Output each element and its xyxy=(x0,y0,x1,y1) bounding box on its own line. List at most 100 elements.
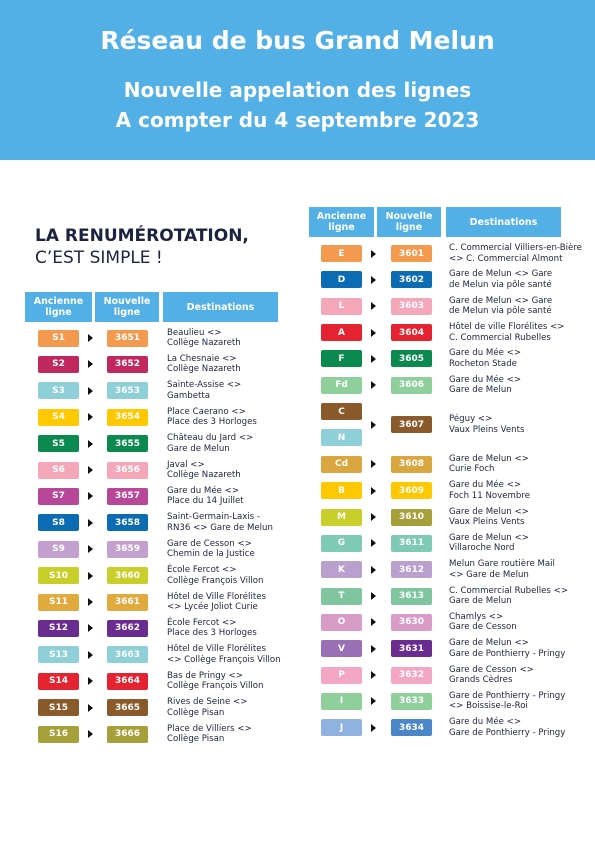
subtitle: Nouvelle appelation des lignes xyxy=(123,78,472,102)
destination: Curie Foch xyxy=(449,464,495,475)
destination: Foch 11 Novembre xyxy=(449,490,530,501)
destination: Collège François Villon xyxy=(167,681,264,692)
arrow xyxy=(88,386,93,395)
destination: C. Commercial Villiers-en-Bière xyxy=(449,243,582,253)
new-line-badge: 3602 xyxy=(391,271,432,289)
new-line-badge: 3632 xyxy=(391,666,432,684)
new-line-badge: 3661 xyxy=(107,593,148,611)
destination: Place Caerano <> xyxy=(167,406,246,417)
new-line-badge: 3613 xyxy=(391,587,432,605)
arrow xyxy=(371,249,376,258)
old-line-badge: D xyxy=(321,271,362,289)
destination: C. Commercial Rubelles xyxy=(449,332,551,343)
arrow xyxy=(88,545,93,554)
destination: Gambetta xyxy=(167,390,211,401)
old-line-badge: F xyxy=(321,350,362,368)
old-line-badge: G xyxy=(321,534,362,552)
destination: Gare de Ponthierry - Pringy xyxy=(449,727,566,738)
arrow xyxy=(88,677,93,686)
arrow xyxy=(371,381,376,390)
destination: RN36 <> Gare de Melun xyxy=(167,522,273,533)
destination: Gare de Melun <> Gare xyxy=(449,295,553,306)
arrow xyxy=(88,518,93,527)
new-line-badge: 3610 xyxy=(391,508,432,526)
arrow xyxy=(371,328,376,337)
new-line-badge: 3611 xyxy=(391,534,432,552)
destination: Gare de Cesson <> xyxy=(449,664,534,675)
arrow xyxy=(371,539,376,548)
destination: Gare du Mée <> xyxy=(449,480,522,491)
new-line-badge: 3662 xyxy=(107,619,148,637)
column-header: Ancienne ligne xyxy=(309,207,374,237)
new-line-badge: 3631 xyxy=(391,640,432,658)
destination: Vaux Pleins Vents xyxy=(449,517,525,527)
old-line-badge: S13 xyxy=(38,646,79,664)
old-line-badge: M xyxy=(321,508,362,526)
new-line-badge: 3665 xyxy=(107,699,148,717)
arrow xyxy=(371,275,376,284)
arrow xyxy=(371,513,376,521)
old-line-badge: S5 xyxy=(38,435,79,453)
arrow xyxy=(371,644,376,653)
destination: de Melun via pôle santé xyxy=(449,279,552,290)
new-line-badge: 3605 xyxy=(391,350,432,368)
new-line-badge: 3653 xyxy=(107,382,148,400)
new-line-badge: 3603 xyxy=(391,297,432,315)
destination: Gare de Ponthierry - Pringy xyxy=(449,690,566,701)
old-line-badge: V xyxy=(321,640,362,658)
column-header: Destinations xyxy=(163,292,278,322)
arrow xyxy=(88,730,93,738)
arrow xyxy=(88,624,93,633)
new-line-badge: 3658 xyxy=(107,514,148,532)
destination: Gare de Melun <> xyxy=(449,638,529,649)
title: Réseau de bus Grand Melun xyxy=(100,26,495,55)
destination: Beaulieu <> xyxy=(167,327,222,338)
column-header: Nouvelle ligne xyxy=(95,292,159,322)
intro-subheading: C’EST SIMPLE ! xyxy=(35,248,163,268)
new-line-badge: 3601 xyxy=(391,245,432,262)
destination: Collège Nazareth xyxy=(167,364,241,375)
arrow xyxy=(371,354,376,363)
destination: Hôtel de ville Florélites <> xyxy=(449,322,565,333)
destination: Collège François Villon xyxy=(167,575,264,586)
new-line-badge: 3633 xyxy=(391,692,432,710)
new-line-badge: 3606 xyxy=(391,376,432,394)
old-line-badge: S16 xyxy=(38,725,79,743)
destination: Collège Pisan xyxy=(167,707,225,718)
new-line-badge: 3655 xyxy=(107,435,148,453)
destination: C. Commercial Rubelles <> xyxy=(449,585,569,596)
destination: Gare du Mée <> xyxy=(449,717,522,728)
arrow xyxy=(371,302,376,311)
destination: Place de Villiers <> xyxy=(167,723,252,734)
destination: Gare de Melun xyxy=(449,385,512,396)
old-line-badge: L xyxy=(321,297,362,315)
new-line-badge: 3652 xyxy=(107,355,148,373)
destination: de Melun via pôle santé xyxy=(449,306,552,317)
destination: Collège Pisan xyxy=(167,734,225,744)
old-line-badge: S9 xyxy=(38,540,79,558)
old-line-badge: E xyxy=(321,245,362,262)
new-line-badge: 3659 xyxy=(107,540,148,558)
destination: Château du Jard <> xyxy=(167,433,254,444)
arrow xyxy=(371,723,376,732)
destination: École Fercot <> xyxy=(167,565,237,576)
destination: Saint-Germain-Laxis - xyxy=(167,512,261,523)
destination: <> C. Commercial Almont xyxy=(449,253,563,264)
old-line-badge: S6 xyxy=(38,461,79,479)
intro-heading: LA RENUMÉROTATION, xyxy=(35,226,249,246)
old-line-badge: S7 xyxy=(38,487,79,505)
old-line-badge: J xyxy=(321,719,362,737)
new-line-badge: 3651 xyxy=(107,329,148,347)
destination: Rives de Seine <> xyxy=(167,697,248,708)
arrow xyxy=(88,439,93,448)
arrow xyxy=(371,486,376,495)
old-line-badge: S12 xyxy=(38,619,79,637)
old-line-badge: S11 xyxy=(38,593,79,611)
destination: Rocheton Stade xyxy=(449,358,517,369)
old-line-badge: S3 xyxy=(38,382,79,400)
subtitle: A compter du 4 septembre 2023 xyxy=(115,108,480,132)
destination: Gare de Ponthierry - Pringy xyxy=(449,648,566,659)
new-line-badge: 3664 xyxy=(107,672,148,690)
destination: Gare de Melun <> xyxy=(449,453,529,464)
